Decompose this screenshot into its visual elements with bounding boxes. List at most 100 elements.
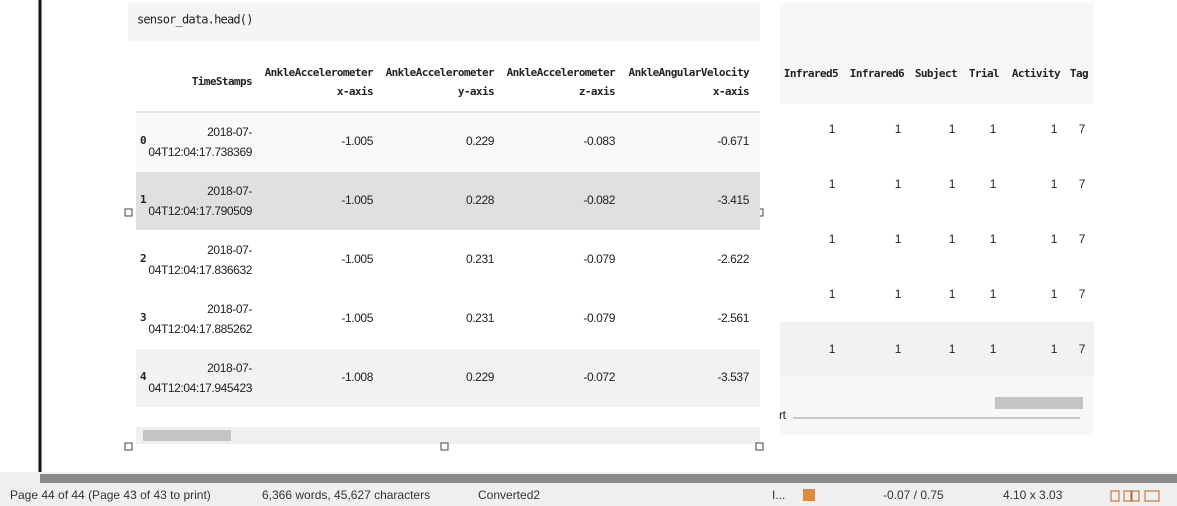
column-header: AnkleAccelerometer	[386, 66, 495, 79]
cell: 1	[829, 342, 836, 356]
column-header: Tag	[1070, 67, 1088, 80]
cell: -0.079	[583, 252, 615, 266]
code-text: sensor_data.head()	[137, 13, 253, 27]
right-row-stripe	[780, 322, 1094, 377]
fragment-text: rt	[779, 408, 787, 422]
timestamp: 04T12:04:17.790509	[148, 204, 252, 218]
cell: 1	[829, 232, 836, 246]
cell: 0.228	[466, 193, 495, 207]
cell: 1	[1051, 122, 1058, 136]
cell: 1	[990, 342, 997, 356]
column-header: Activity	[1012, 67, 1061, 80]
handle[interactable]	[124, 208, 133, 217]
timestamp: 2018-07-	[207, 302, 252, 316]
timestamp: 2018-07-	[207, 184, 252, 198]
cell: 7	[1079, 342, 1086, 356]
status-mode: I...	[772, 488, 785, 502]
table-row	[136, 290, 760, 348]
cell: -1.005	[341, 252, 373, 266]
cell: -2.622	[717, 252, 749, 266]
table-row	[136, 231, 760, 289]
handle[interactable]	[440, 442, 449, 451]
cell: -3.415	[717, 193, 749, 207]
timestamp: 04T12:04:17.945423	[148, 381, 252, 395]
timestamp: 2018-07-	[207, 361, 252, 375]
cell: -2.561	[717, 311, 749, 325]
cell: 1	[895, 232, 902, 246]
cell: 1	[895, 177, 902, 191]
right-scroll-thumb[interactable]	[995, 397, 1083, 409]
status-words: 6,366 words, 45,627 characters	[262, 488, 430, 502]
cell: 1	[1051, 342, 1058, 356]
cell: 1	[829, 122, 836, 136]
h-scrollbar[interactable]	[136, 427, 760, 444]
status-position: -0.07 / 0.75	[883, 488, 944, 502]
column-header: AnkleAngularVelocity	[629, 66, 750, 79]
cell: -0.079	[583, 311, 615, 325]
cell: 1	[1051, 177, 1058, 191]
timestamp: 04T12:04:17.885262	[148, 322, 252, 336]
cell: 1	[895, 287, 902, 301]
column-header: y-axis	[458, 85, 494, 98]
row-index: 4	[140, 370, 147, 383]
cell: 0.231	[466, 311, 495, 325]
table-row	[136, 349, 760, 407]
column-header: Subject	[915, 67, 957, 80]
cell: 7	[1079, 122, 1086, 136]
cell: -1.008	[341, 370, 373, 384]
cell: -1.005	[341, 134, 373, 148]
cell: 1	[949, 287, 956, 301]
column-header: AnkleAccelerometer	[265, 66, 374, 79]
cell: -0.671	[717, 134, 749, 148]
handle[interactable]	[124, 442, 133, 451]
cell: -0.083	[583, 134, 615, 148]
row-index: 3	[140, 311, 146, 324]
column-header: AnkleAccelerometer	[507, 66, 616, 79]
cell: 1	[1051, 287, 1058, 301]
column-header: x-axis	[713, 85, 749, 98]
cell: 1	[990, 177, 997, 191]
page-scrollbar[interactable]	[40, 474, 1177, 483]
cell: 1	[895, 342, 902, 356]
cell: 0.231	[466, 252, 495, 266]
status-page: Page 44 of 44 (Page 43 of 43 to print)	[10, 488, 211, 502]
timestamp: 2018-07-	[207, 243, 252, 257]
column-header: TimeStamps	[192, 75, 252, 88]
scroll-thumb[interactable]	[143, 430, 231, 441]
code-cell	[128, 3, 760, 41]
timestamp: 2018-07-	[207, 125, 252, 139]
cell: -0.082	[583, 193, 615, 207]
column-header: z-axis	[579, 85, 615, 98]
row-index: 2	[140, 252, 146, 265]
cell: 1	[990, 122, 997, 136]
column-header: Infrared6	[850, 67, 905, 80]
cell: -1.005	[341, 311, 373, 325]
cell: 0.229	[466, 134, 495, 148]
save-icon[interactable]	[803, 489, 815, 501]
cell: 1	[990, 232, 997, 246]
cell: -1.005	[341, 193, 373, 207]
cell: 1	[949, 342, 956, 356]
column-header: x-axis	[337, 85, 373, 98]
table-row	[136, 172, 760, 230]
cell: 1	[949, 122, 956, 136]
column-header: Trial	[969, 67, 999, 80]
status-size: 4.10 x 3.03	[1003, 488, 1063, 502]
cell: 7	[1079, 287, 1086, 301]
column-header: Infrared5	[784, 67, 838, 80]
view-icons[interactable]	[1110, 490, 1160, 502]
cell: 0.229	[466, 370, 495, 384]
handle[interactable]	[755, 442, 764, 451]
row-index: 0	[140, 134, 146, 147]
timestamp: 04T12:04:17.738369	[148, 145, 252, 159]
cell: -3.537	[717, 370, 749, 384]
timestamp: 04T12:04:17.836632	[148, 263, 252, 277]
row-index: 1	[140, 193, 147, 206]
cell: 1	[949, 177, 956, 191]
cell: 7	[1079, 232, 1086, 246]
status-style: Converted2	[478, 488, 540, 502]
cell: 1	[990, 287, 997, 301]
cell: 1	[829, 287, 836, 301]
table-row	[136, 113, 760, 171]
